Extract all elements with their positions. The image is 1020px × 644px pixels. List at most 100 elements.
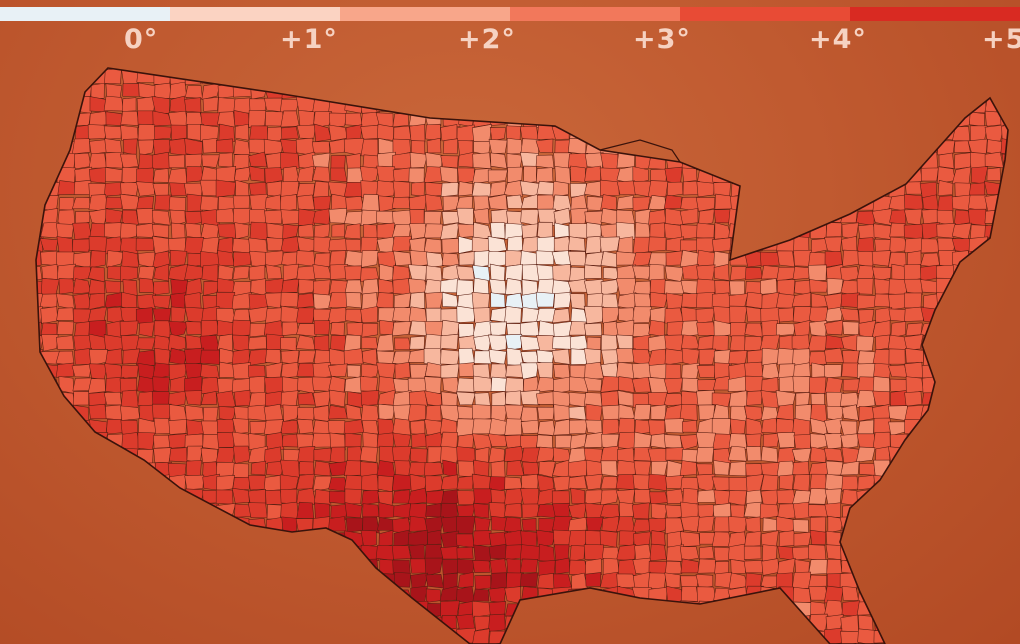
county-polygon	[506, 68, 524, 85]
county-polygon	[584, 473, 603, 491]
county-polygon	[57, 110, 75, 129]
county-polygon	[921, 419, 939, 436]
county-polygon	[217, 599, 237, 617]
county-polygon	[632, 265, 653, 280]
county-polygon	[569, 183, 587, 198]
county-polygon	[967, 68, 988, 86]
county-polygon	[488, 349, 507, 365]
county-polygon	[634, 222, 651, 240]
county-polygon	[57, 557, 76, 574]
county-polygon	[890, 459, 908, 477]
county-polygon	[729, 166, 748, 184]
county-polygon	[296, 69, 317, 85]
county-polygon	[984, 390, 1002, 406]
county-polygon	[936, 68, 955, 70]
county-polygon	[857, 419, 875, 435]
county-polygon	[823, 599, 844, 618]
county-polygon	[458, 323, 475, 338]
county-polygon	[55, 475, 76, 490]
county-polygon	[888, 68, 907, 73]
legend-tick-2: +2°	[458, 24, 516, 55]
county-polygon	[56, 600, 77, 617]
county-polygon	[856, 127, 876, 141]
county-polygon	[779, 376, 796, 392]
county-polygon	[649, 491, 669, 505]
county-polygon	[488, 544, 507, 560]
county-polygon	[938, 390, 956, 408]
county-polygon	[681, 347, 700, 367]
county-polygon	[906, 489, 923, 506]
county-polygon	[521, 292, 539, 310]
county-polygon	[873, 112, 893, 126]
county-polygon	[986, 167, 1001, 182]
county-polygon	[280, 603, 301, 619]
county-polygon	[776, 404, 794, 421]
county-polygon	[89, 250, 107, 269]
county-polygon	[631, 502, 650, 520]
county-polygon	[155, 571, 171, 590]
county-polygon	[504, 586, 521, 605]
county-polygon	[186, 531, 203, 547]
county-polygon	[679, 403, 698, 421]
county-polygon	[554, 96, 569, 113]
county-polygon	[840, 152, 859, 171]
county-polygon	[983, 461, 1005, 476]
county-polygon	[103, 529, 124, 546]
county-polygon	[840, 630, 859, 644]
county-polygon	[424, 557, 444, 577]
county-polygon	[40, 278, 60, 295]
county-polygon	[535, 250, 555, 265]
county-polygon	[648, 319, 665, 337]
county-polygon	[615, 278, 636, 296]
county-polygon	[200, 420, 219, 436]
county-polygon	[520, 572, 539, 588]
county-polygon	[249, 530, 269, 547]
county-polygon	[935, 348, 956, 364]
county-polygon	[411, 432, 428, 448]
county-polygon	[218, 559, 235, 575]
county-polygon	[553, 81, 571, 100]
county-polygon	[88, 152, 107, 169]
county-polygon	[536, 391, 556, 405]
county-polygon	[728, 613, 748, 631]
county-polygon	[313, 460, 331, 477]
county-polygon	[36, 490, 43, 505]
county-polygon	[632, 196, 651, 211]
county-polygon	[41, 406, 59, 421]
county-polygon	[36, 545, 42, 562]
county-polygon	[983, 403, 1005, 423]
county-polygon	[41, 123, 59, 143]
county-polygon	[746, 125, 765, 142]
county-polygon	[680, 558, 700, 574]
county-polygon	[330, 322, 345, 336]
county-polygon	[393, 600, 411, 617]
county-polygon	[683, 113, 700, 128]
county-polygon	[728, 153, 749, 170]
county-polygon	[713, 489, 733, 505]
county-polygon	[857, 111, 876, 129]
county-polygon	[791, 571, 811, 589]
county-polygon	[599, 110, 618, 128]
county-polygon	[808, 68, 829, 71]
county-polygon	[632, 68, 652, 71]
county-polygon	[504, 446, 525, 462]
county-polygon	[1000, 68, 1008, 70]
county-polygon	[312, 390, 332, 408]
county-polygon	[840, 166, 859, 183]
county-polygon	[266, 222, 284, 241]
county-polygon	[520, 419, 539, 435]
county-polygon	[40, 250, 59, 267]
county-polygon	[471, 473, 492, 491]
county-polygon	[600, 207, 619, 226]
county-polygon	[632, 82, 652, 100]
county-polygon	[567, 236, 586, 252]
county-polygon	[471, 291, 490, 310]
county-polygon	[888, 82, 905, 98]
county-polygon	[983, 447, 1001, 462]
county-polygon	[311, 544, 331, 560]
county-polygon	[119, 193, 140, 210]
county-polygon	[456, 504, 476, 518]
county-polygon	[36, 266, 43, 283]
county-polygon	[873, 459, 892, 478]
county-polygon	[120, 222, 139, 241]
